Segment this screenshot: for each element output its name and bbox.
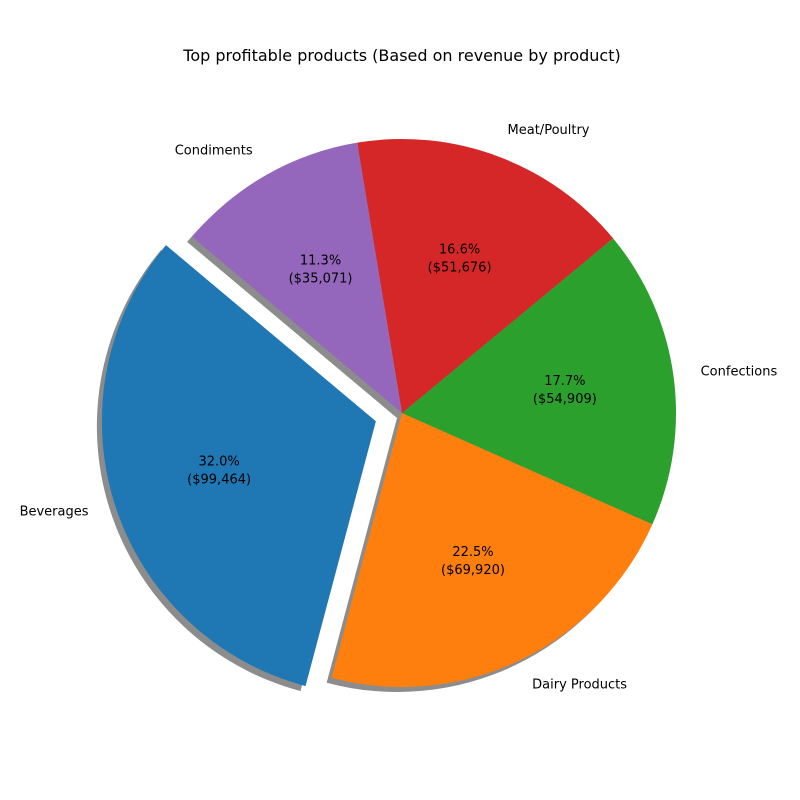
- slice-value-label: ($69,920): [441, 563, 505, 578]
- slice-category-label: Meat/Poultry: [508, 123, 590, 138]
- pie-slice-confections: [402, 238, 676, 525]
- pie-slice-condiments: [192, 142, 402, 413]
- slice-percent-label: 11.3%: [300, 254, 341, 269]
- slice-category-label: Confections: [701, 364, 778, 379]
- slice-category-label: Condiments: [175, 144, 253, 159]
- slice-category-label: Dairy Products: [532, 677, 627, 692]
- pie-slice-meat-poultry: [357, 139, 614, 413]
- slice-category-label: Beverages: [20, 505, 89, 520]
- pie-slices: [101, 139, 676, 687]
- slice-value-label: ($54,909): [533, 392, 597, 407]
- pie-slice-beverages: [101, 245, 376, 687]
- slice-percent-label: 32.0%: [198, 454, 239, 469]
- slice-value-label: ($51,676): [428, 261, 492, 276]
- slice-value-label: ($35,071): [289, 272, 353, 287]
- slice-percent-label: 17.7%: [544, 374, 585, 389]
- slice-percent-label: 16.6%: [439, 243, 480, 258]
- slice-percent-label: 22.5%: [452, 545, 493, 560]
- chart-title: Top profitable products (Based on revenu…: [182, 46, 620, 65]
- pie-slice-dairy-products: [331, 413, 653, 687]
- slice-value-label: ($99,464): [187, 472, 251, 487]
- pie-labels: Beverages 32.0% ($99,464) Dairy Products 22.…: [20, 123, 778, 692]
